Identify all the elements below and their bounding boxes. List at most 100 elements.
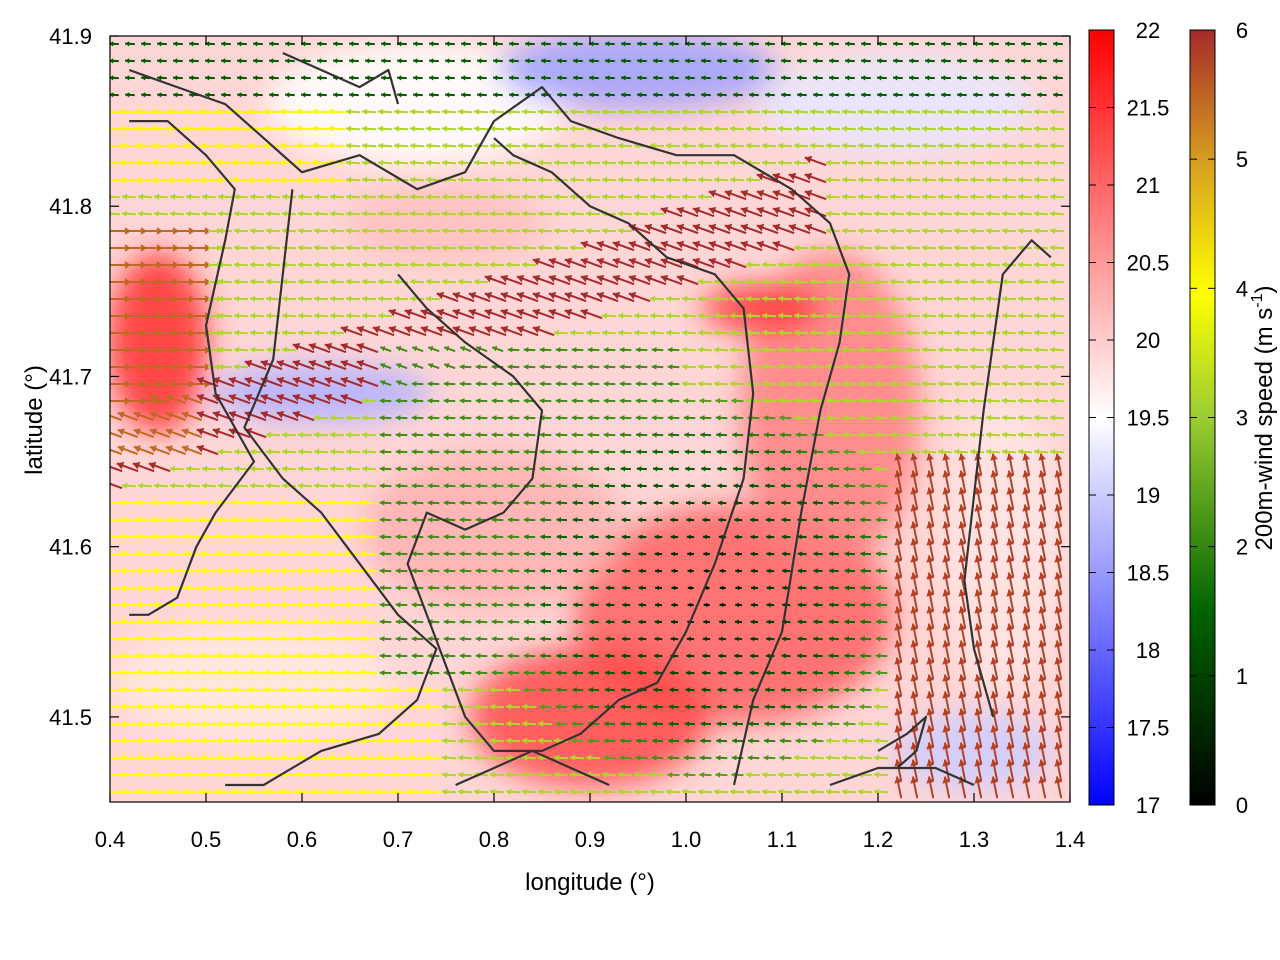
wind-arrow-head <box>281 227 288 234</box>
wind-arrow-head <box>457 210 464 217</box>
wind-arrow-head <box>701 75 706 81</box>
wind-arrow-head <box>921 210 928 217</box>
wind-arrow-head <box>1053 58 1058 64</box>
wind-arrow-head <box>1001 414 1008 421</box>
wind-arrow-head <box>953 125 960 132</box>
wind-arrow-head <box>809 261 816 268</box>
wind-arrow-head <box>587 431 593 438</box>
wind-arrow-head <box>491 363 497 370</box>
wind-arrow-head <box>985 261 992 268</box>
wind-arrow-head <box>507 669 513 676</box>
wind-arrow-head <box>652 721 658 727</box>
wind-arrow-head <box>181 411 189 419</box>
wind-arrow-head <box>232 618 238 626</box>
wind-arrow-head <box>555 703 561 710</box>
wind-arrow-head <box>248 737 254 745</box>
wind-arrow-head <box>687 551 692 557</box>
wind-arrow-head <box>649 125 656 132</box>
wind-arrow-head <box>921 142 928 149</box>
wind-arrow-head <box>619 397 625 404</box>
wind-arrow-head <box>379 601 385 608</box>
wind-arrow-head <box>308 376 317 385</box>
wind-arrow-head <box>653 41 658 47</box>
wind-arrow-head <box>1033 448 1040 455</box>
wind-arrow-head <box>724 189 733 198</box>
wind-arrow-head <box>280 686 286 694</box>
wind-arrow-head <box>473 159 480 166</box>
wind-arrow-head <box>427 652 433 659</box>
wind-arrow-head <box>1021 75 1026 81</box>
wind-arrow-head <box>569 329 576 336</box>
wind-arrow-head <box>729 329 736 336</box>
wind-arrow-head <box>345 176 352 183</box>
wind-arrow-head <box>340 359 349 368</box>
wind-arrow-head <box>344 618 350 626</box>
wind-arrow-head <box>777 397 784 404</box>
wind-arrow-head <box>843 465 849 472</box>
wind-arrow-head <box>459 499 465 506</box>
wind-arrow-head <box>937 244 944 251</box>
wind-arrow-head <box>596 274 605 283</box>
wind-arrow-head <box>181 394 189 402</box>
wind-arrow-head <box>735 568 740 574</box>
wind-arrow-head <box>475 635 481 642</box>
wind-arrow-head <box>780 721 785 727</box>
wind-arrow-head <box>1006 470 1014 478</box>
wind-arrow-head <box>104 142 110 149</box>
wind-arrow-head <box>361 448 368 455</box>
wind-arrow-head <box>780 704 786 710</box>
wind-arrow-head <box>812 483 818 489</box>
wind-arrow-head <box>605 670 610 676</box>
wind-arrow-head <box>957 41 962 47</box>
wind-arrow-head <box>135 108 142 116</box>
wind-arrow-head <box>281 329 288 336</box>
wind-arrow-head <box>941 58 946 64</box>
wind-arrow-head <box>360 601 366 609</box>
wind-arrow-head <box>280 669 286 677</box>
wind-arrow-head <box>697 278 704 285</box>
wind-arrow-head <box>215 176 222 184</box>
wind-arrow-head <box>953 312 960 319</box>
wind-arrow-head <box>782 551 787 557</box>
wind-arrow-head <box>217 346 224 353</box>
wind-arrow-head <box>764 449 769 455</box>
wind-arrow-head <box>655 585 660 591</box>
wind-arrow-head <box>265 227 272 234</box>
wind-arrow-head <box>312 737 318 745</box>
wind-arrow-head <box>212 376 221 385</box>
wind-arrow-head <box>313 414 320 421</box>
wind-arrow-head <box>491 567 497 574</box>
wind-arrow-head <box>745 125 752 132</box>
wind-arrow-head <box>1017 397 1024 404</box>
wind-arrow-head <box>1054 708 1062 716</box>
wind-arrow-head <box>120 635 126 643</box>
wind-arrow-head <box>825 142 832 149</box>
wind-arrow-head <box>345 295 352 302</box>
wind-arrow-head <box>411 397 417 404</box>
wind-arrow-head <box>491 448 497 455</box>
wind-arrow-head <box>427 482 433 489</box>
wind-arrow-head <box>505 686 512 693</box>
wind-arrow-head <box>491 516 497 523</box>
wind-arrow-shaft <box>110 671 121 675</box>
wind-arrow-head <box>748 466 754 472</box>
wind-arrow-head <box>889 244 896 251</box>
wind-arrow-head <box>697 312 704 319</box>
temperature-blob <box>498 36 778 111</box>
wind-arrow-head <box>443 550 449 557</box>
wind-arrow-head <box>619 363 625 370</box>
wind-arrow-head <box>441 108 448 115</box>
wind-arrow-head <box>328 703 334 711</box>
wind-arrow-head <box>1022 691 1030 699</box>
wind-arrow-head <box>233 346 240 353</box>
wind-arrow-head <box>537 159 544 166</box>
wind-arrow-shaft <box>110 195 121 199</box>
wind-arrow-head <box>873 278 880 285</box>
wind-arrow-head <box>733 466 738 472</box>
wind-arrow-head <box>958 589 966 597</box>
wind-arrow-head <box>379 482 385 489</box>
wind-arrow-head <box>985 448 992 455</box>
wind-arrow-head <box>585 159 592 166</box>
wind-arrow-head <box>1038 640 1046 648</box>
wind-arrow-head <box>857 397 864 404</box>
